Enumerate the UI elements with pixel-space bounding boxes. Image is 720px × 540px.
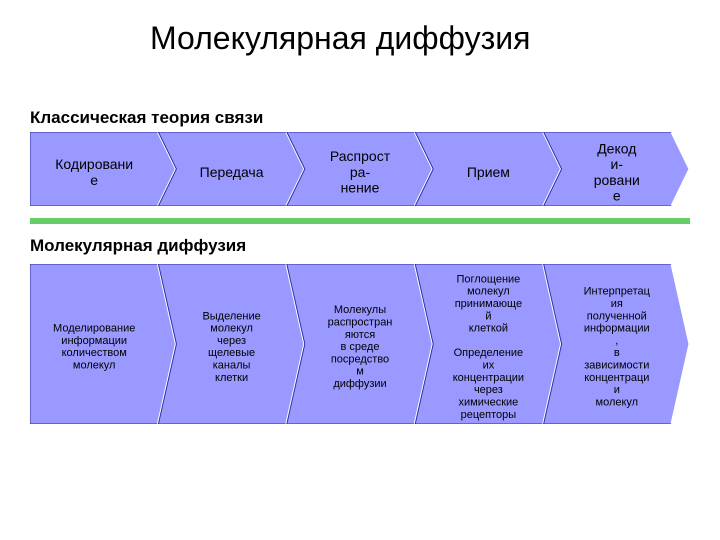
section2-row: Моделированиеинформацииколичествоммолеку… [30,264,690,424]
section1-label: Классическая теория связи [30,108,263,128]
page-title: Молекулярная диффузия [150,20,550,57]
section2-label: Молекулярная диффузия [30,236,246,256]
section1-step-3-label: Прием [467,164,510,180]
section1-step-1-label: Передача [200,164,264,180]
section1-row: КодированиеПередачаРаспростра-нениеПрием… [30,132,690,206]
separator [30,218,690,224]
section1-chevrons: КодированиеПередачаРаспростра-нениеПрием… [30,132,690,206]
diagram-canvas: Молекулярная диффузия Классическая теори… [0,0,720,540]
section2-chevrons: Моделированиеинформацииколичествоммолеку… [30,264,690,424]
